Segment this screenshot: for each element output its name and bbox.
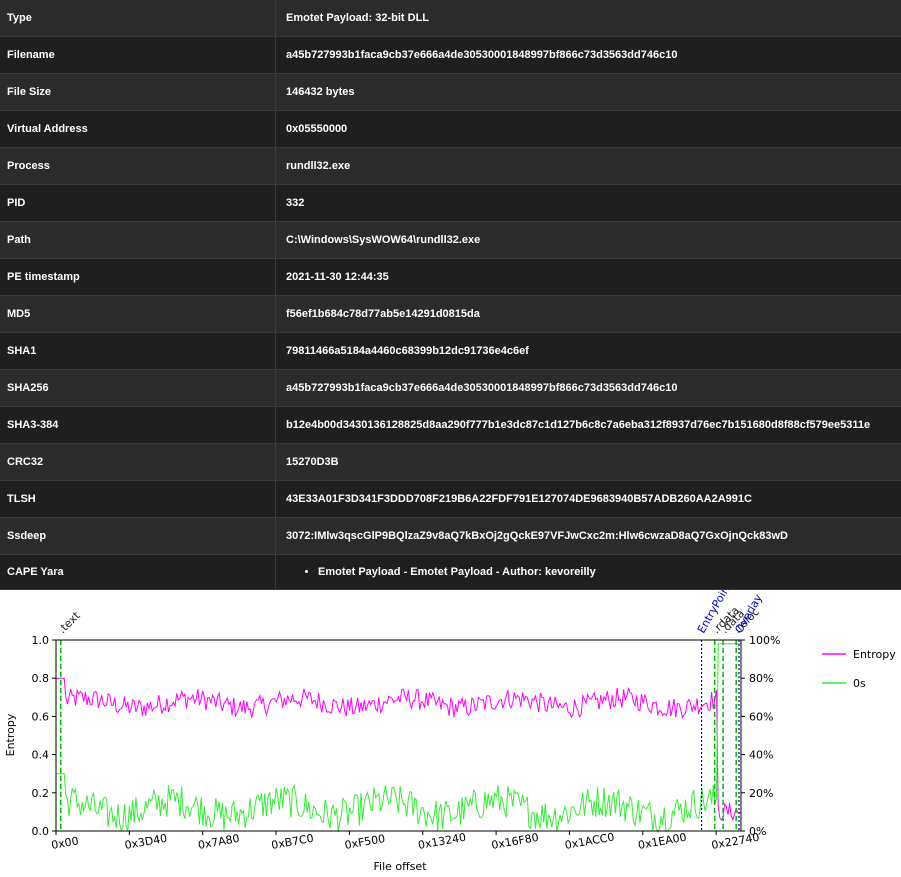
y-tick-label: 0.0	[32, 825, 50, 838]
x-tick-label: 0x1ACC0	[564, 830, 616, 852]
y2-tick-label: 60%	[749, 710, 773, 723]
y-tick-label: 0.6	[32, 710, 50, 723]
row-value: a45b727993b1faca9cb37e666a4de30530001848…	[276, 370, 901, 407]
yara-list-cell: Emotet Payload - Emotet Payload - Author…	[276, 555, 901, 590]
row-value: 0x05550000	[276, 111, 901, 148]
row-label: Path	[0, 222, 276, 259]
row-label: PID	[0, 185, 276, 222]
row-value: f56ef1b684c78d77ab5e14291d0815da	[276, 296, 901, 333]
row-value: 15270D3B	[276, 444, 901, 481]
row-label: SHA3-384	[0, 407, 276, 444]
row-label: PE timestamp	[0, 259, 276, 296]
table-row: CAPE Yara Emotet Payload - Emotet Payload…	[0, 555, 901, 590]
x-tick-label: 0xB7C0	[270, 832, 314, 852]
row-value: 3072:IMlw3qscGlP9BQlzaZ9v8aQ7kBxOj2gQckE…	[276, 518, 901, 555]
row-value: rundll32.exe	[276, 148, 901, 185]
row-value: b12e4b00d3430136128825d8aa290f777b1e3dc8…	[276, 407, 901, 444]
row-label: SHA256	[0, 370, 276, 407]
row-label: CRC32	[0, 444, 276, 481]
row-label: Ssdeep	[0, 518, 276, 555]
x-tick-label: 0x22740	[710, 831, 760, 852]
y2-tick-label: 100%	[749, 634, 780, 647]
y-tick-label: 0.2	[32, 787, 50, 800]
row-label: SHA1	[0, 333, 276, 370]
row-label: TLSH	[0, 481, 276, 518]
x-axis-label: File offset	[373, 860, 427, 873]
yara-item: Emotet Payload - Emotet Payload - Author…	[318, 566, 901, 578]
series-line-0s	[56, 644, 741, 832]
row-label: CAPE Yara	[0, 555, 276, 590]
y2-tick-label: 80%	[749, 672, 773, 685]
y-tick-label: 1.0	[32, 634, 50, 647]
y-axis-label: Entropy	[4, 713, 17, 756]
x-tick-label: 0x7A80	[197, 832, 241, 852]
section-marker-label: .text	[56, 609, 84, 637]
row-value: 332	[276, 185, 901, 222]
row-value: 146432 bytes	[276, 74, 901, 111]
entropy-chart-svg: .text.rdata.data.relocEntryPointOverlay0…	[0, 590, 901, 877]
x-tick-label: 0x16F80	[490, 831, 539, 852]
row-value: 43E33A01F3D341F3DDD708F219B6A22FDF791E12…	[276, 481, 901, 518]
y2-tick-label: 20%	[749, 787, 773, 800]
x-tick-label: 0x1EA00	[637, 831, 687, 852]
row-value: a45b727993b1faca9cb37e666a4de30530001848…	[276, 37, 901, 74]
row-label: Process	[0, 148, 276, 185]
y2-tick-label: 40%	[749, 749, 773, 762]
row-value: Emotet Payload: 32-bit DLL	[276, 0, 901, 37]
y-tick-label: 0.8	[32, 672, 50, 685]
legend-label-0s: 0s	[853, 677, 866, 690]
row-label: File Size	[0, 74, 276, 111]
yara-list: Emotet Payload - Emotet Payload - Author…	[286, 566, 901, 578]
x-tick-label: 0x00	[50, 834, 79, 852]
row-label: Type	[0, 0, 276, 37]
legend-label-entropy: Entropy	[853, 648, 896, 661]
row-label: Filename	[0, 37, 276, 74]
y-tick-label: 0.4	[32, 749, 50, 762]
x-tick-label: 0x13240	[417, 831, 467, 852]
row-label: Virtual Address	[0, 111, 276, 148]
x-tick-label: 0x3D40	[124, 832, 169, 852]
row-label: MD5	[0, 296, 276, 333]
row-value: C:\Windows\SysWOW64\rundll32.exe	[276, 222, 901, 259]
x-tick-label: 0xF500	[344, 832, 386, 852]
row-value: 2021-11-30 12:44:35	[276, 259, 901, 296]
row-value: 79811466a5184a4460c68399b12dc91736e4c6ef	[276, 333, 901, 370]
